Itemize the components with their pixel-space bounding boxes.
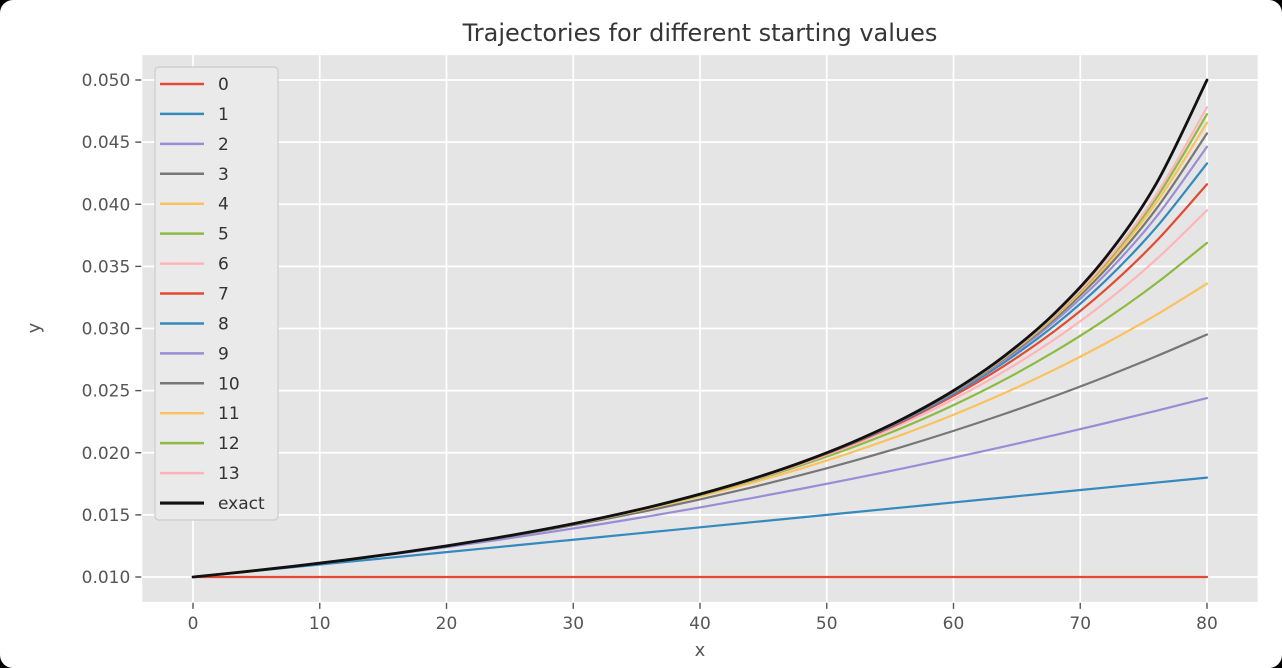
y-tick-label: 0.050 xyxy=(82,71,131,91)
x-axis-label: x xyxy=(695,640,706,661)
legend-box xyxy=(154,66,279,521)
y-tick-label: 0.010 xyxy=(82,568,131,588)
y-tick-label: 0.035 xyxy=(82,257,131,277)
y-axis-label: y xyxy=(24,322,45,333)
y-tick-label: 0.020 xyxy=(82,444,131,464)
legend-label-0: 0 xyxy=(218,75,229,95)
y-tick-label: 0.015 xyxy=(82,506,131,526)
chart-title: Trajectories for different starting valu… xyxy=(462,19,938,47)
series-line-1 xyxy=(191,476,1209,579)
legend-label-exact: exact xyxy=(218,494,265,514)
x-tick-label: 70 xyxy=(1069,614,1091,634)
legend-label-5: 5 xyxy=(218,225,229,245)
legend-label-9: 9 xyxy=(218,344,229,364)
y-tick-label: 0.025 xyxy=(82,382,131,402)
legend-label-7: 7 xyxy=(218,285,229,305)
legend-label-1: 1 xyxy=(218,105,229,125)
legend-label-13: 13 xyxy=(218,464,240,484)
x-tick-label: 10 xyxy=(309,614,331,634)
legend-label-6: 6 xyxy=(218,255,229,275)
axes-ticks: 0 10 20 30 40 50 60 70 800.0100.0150.0200.0250.0… xyxy=(82,71,1218,634)
x-tick-label: 20 xyxy=(436,614,458,634)
x-tick-label: 80 xyxy=(1196,614,1218,634)
series-curves xyxy=(191,78,1209,579)
x-tick-label: 50 xyxy=(816,614,838,634)
legend-label-11: 11 xyxy=(218,404,240,424)
series-line-exact xyxy=(191,78,1209,579)
x-tick-label: 40 xyxy=(689,614,711,634)
legend-label-10: 10 xyxy=(218,374,240,394)
legend-label-3: 3 xyxy=(218,165,229,185)
y-tick-label: 0.030 xyxy=(82,320,131,340)
legend-label-4: 4 xyxy=(218,195,229,215)
legend-label-2: 2 xyxy=(218,135,229,155)
x-tick-label: 0 xyxy=(188,614,199,634)
x-tick-label: 30 xyxy=(562,614,584,634)
y-tick-label: 0.040 xyxy=(82,195,131,215)
x-tick-label: 60 xyxy=(943,614,965,634)
y-tick-label: 0.045 xyxy=(82,133,131,153)
legend-label-8: 8 xyxy=(218,314,229,334)
legend-label-12: 12 xyxy=(218,434,240,454)
